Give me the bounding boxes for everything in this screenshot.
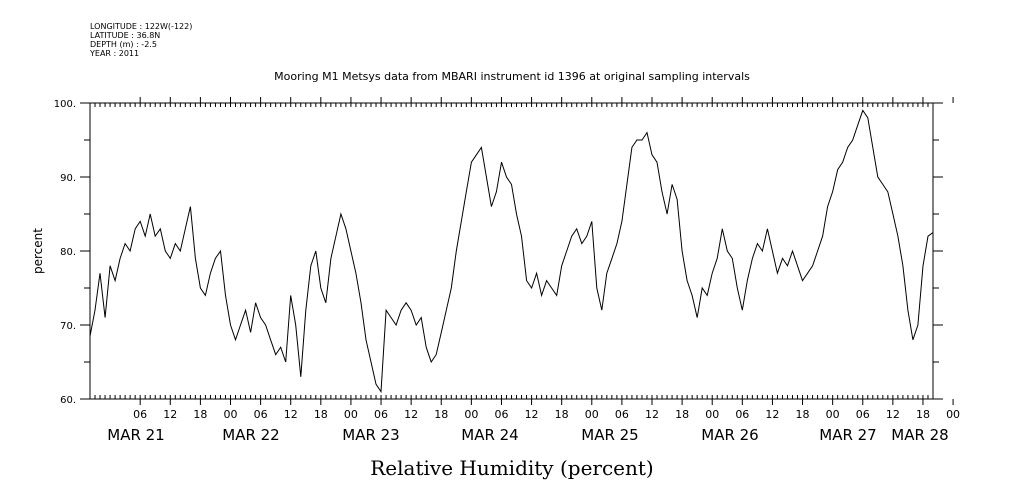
x-hour-tick-label: 06 bbox=[735, 408, 749, 421]
y-tick-label: 70. bbox=[60, 321, 76, 332]
x-hour-tick-label: 12 bbox=[765, 408, 779, 421]
y-tick-label: 100. bbox=[54, 99, 76, 110]
x-date-label: MAR 28 bbox=[891, 426, 948, 444]
x-date-label: MAR 21 bbox=[107, 426, 164, 444]
x-hour-tick-label: 00 bbox=[464, 408, 478, 421]
x-date-label: MAR 24 bbox=[461, 426, 518, 444]
x-date-label: MAR 23 bbox=[342, 426, 399, 444]
x-hour-tick-label: 00 bbox=[946, 408, 960, 421]
y-tick-label: 80. bbox=[60, 247, 76, 258]
latitude-label: LATITUDE : 36.8N bbox=[90, 31, 161, 40]
x-hour-tick-label: 00 bbox=[826, 408, 840, 421]
x-hour-tick-label: 12 bbox=[404, 408, 418, 421]
chart-title: Mooring M1 Metsys data from MBARI instru… bbox=[274, 70, 750, 83]
x-hour-tick-label: 00 bbox=[585, 408, 599, 421]
x-hour-tick-label: 06 bbox=[494, 408, 508, 421]
x-date-label: MAR 22 bbox=[222, 426, 279, 444]
metadata-block: LONGITUDE : 122W(-122) LATITUDE : 36.8N … bbox=[90, 22, 192, 58]
x-hour-tick-label: 06 bbox=[615, 408, 629, 421]
x-hour-tick-label: 12 bbox=[163, 408, 177, 421]
depth-label: DEPTH (m) : -2.5 bbox=[90, 40, 157, 49]
plot-frame bbox=[89, 102, 934, 400]
x-date-label: MAR 25 bbox=[581, 426, 638, 444]
x-date-label: MAR 26 bbox=[701, 426, 758, 444]
x-hour-tick-label: 18 bbox=[434, 408, 448, 421]
x-hour-tick-label: 06 bbox=[133, 408, 147, 421]
x-date-label: MAR 27 bbox=[819, 426, 876, 444]
x-hour-tick-label: 00 bbox=[344, 408, 358, 421]
x-hour-tick-label: 06 bbox=[254, 408, 268, 421]
year-label: YEAR : 2011 bbox=[90, 49, 140, 58]
x-hour-tick-label: 12 bbox=[645, 408, 659, 421]
y-tick-label: 90. bbox=[60, 173, 76, 184]
x-axis-label: Relative Humidity (percent) bbox=[370, 456, 653, 480]
x-hour-tick-label: 18 bbox=[314, 408, 328, 421]
x-hour-tick-label: 12 bbox=[525, 408, 539, 421]
x-hour-tick-label: 18 bbox=[916, 408, 930, 421]
x-hour-tick-label: 06 bbox=[374, 408, 388, 421]
x-hour-tick-label: 18 bbox=[193, 408, 207, 421]
x-hour-tick-label: 00 bbox=[224, 408, 238, 421]
y-axis-label: percent bbox=[31, 228, 45, 274]
x-hour-tick-label: 00 bbox=[705, 408, 719, 421]
longitude-label: LONGITUDE : 122W(-122) bbox=[90, 22, 193, 31]
series-line bbox=[89, 109, 934, 394]
x-hour-tick-label: 18 bbox=[796, 408, 810, 421]
x-hour-tick-label: 12 bbox=[886, 408, 900, 421]
x-hour-tick-label: 06 bbox=[856, 408, 870, 421]
x-hour-tick-label: 18 bbox=[555, 408, 569, 421]
x-hour-tick-label: 12 bbox=[284, 408, 298, 421]
y-tick-label: 60. bbox=[60, 395, 76, 406]
x-hour-tick-label: 18 bbox=[675, 408, 689, 421]
